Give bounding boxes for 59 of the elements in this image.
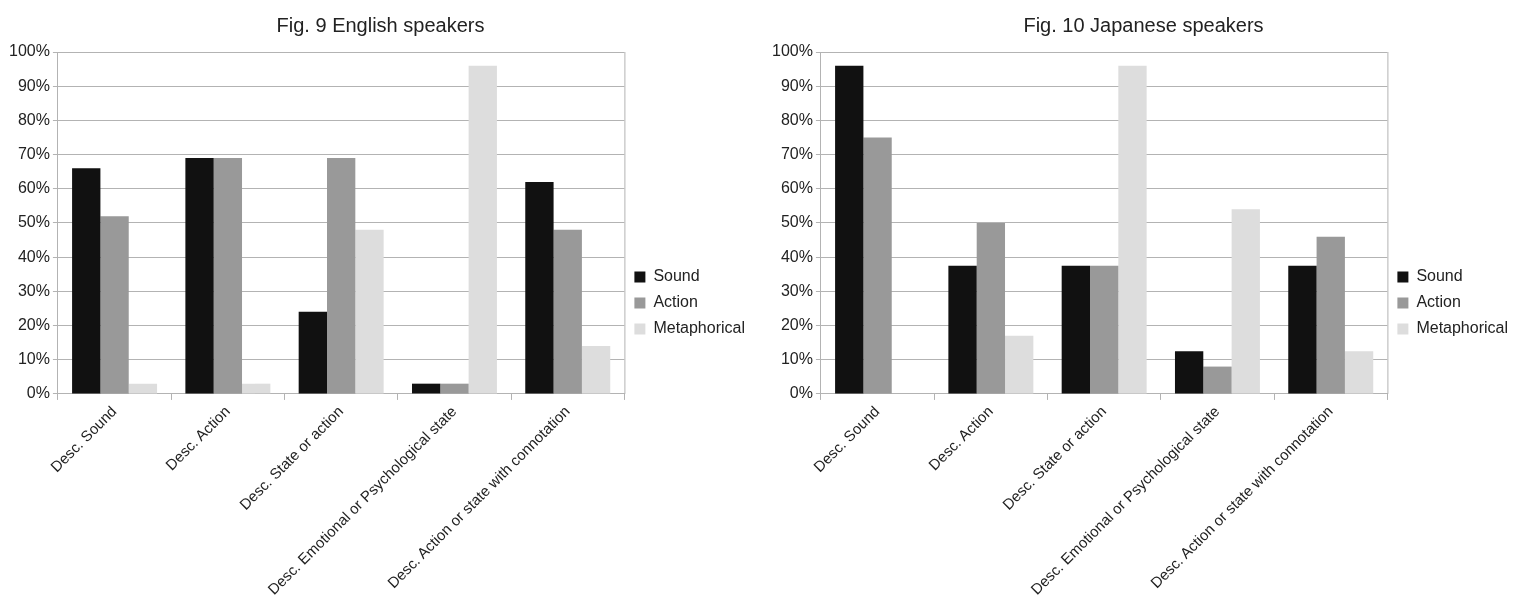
y-tick-label: 90% — [780, 76, 813, 94]
bar — [468, 65, 497, 394]
y-tick-label: 50% — [780, 213, 813, 231]
bar — [1061, 265, 1090, 394]
bar — [1090, 265, 1119, 394]
y-tick-label: 40% — [780, 247, 813, 265]
y-tick-label: 70% — [780, 144, 813, 162]
legend-label: Metaphorical — [1416, 319, 1509, 337]
y-tick-label: 60% — [780, 179, 813, 197]
y-tick-label: 0% — [789, 384, 813, 402]
bar — [128, 383, 158, 394]
y-tick-label: 10% — [17, 350, 50, 368]
bar — [1316, 236, 1345, 394]
bar — [976, 222, 1006, 394]
bar — [525, 181, 554, 394]
bar — [1203, 366, 1232, 394]
bar — [1344, 351, 1374, 394]
y-tick-label: 100% — [772, 42, 813, 60]
y-tick-label: 90% — [17, 76, 50, 94]
bar — [185, 158, 214, 394]
y-tick-label: 50% — [17, 213, 50, 231]
y-tick-label: 20% — [17, 315, 50, 333]
bar — [213, 158, 243, 394]
y-tick-label: 60% — [17, 179, 50, 197]
bar — [948, 265, 977, 394]
y-tick-label: 80% — [780, 110, 813, 128]
chart-title: Fig. 10 Japanese speakers — [1023, 13, 1264, 36]
bar — [1174, 351, 1204, 394]
bar — [355, 229, 384, 394]
bar — [835, 65, 864, 394]
y-tick-label: 0% — [26, 384, 50, 402]
y-tick-label: 70% — [17, 144, 50, 162]
legend-label: Action — [653, 293, 698, 311]
bar — [327, 158, 356, 394]
legend-label: Sound — [1416, 267, 1463, 285]
bar — [440, 383, 469, 394]
y-tick-label: 20% — [780, 315, 813, 333]
y-tick-label: 30% — [17, 281, 50, 299]
bar — [581, 346, 611, 394]
legend-label: Sound — [653, 267, 700, 285]
legend-label: Action — [1416, 293, 1461, 311]
bar — [1118, 65, 1147, 394]
bar — [553, 229, 582, 394]
bar — [298, 311, 327, 394]
y-tick-label: 80% — [17, 110, 50, 128]
bar — [1231, 209, 1260, 394]
bar — [1288, 265, 1317, 394]
y-tick-label: 100% — [9, 42, 50, 60]
bar — [1005, 335, 1034, 394]
bar — [242, 383, 271, 394]
y-tick-label: 10% — [780, 350, 813, 368]
chart-title: Fig. 9 English speakers — [276, 13, 485, 36]
bar — [863, 137, 892, 394]
y-tick-label: 30% — [780, 281, 813, 299]
bar — [411, 383, 441, 394]
y-tick-label: 40% — [17, 247, 50, 265]
bar — [100, 216, 129, 394]
legend-label: Metaphorical — [653, 319, 746, 337]
bar — [72, 168, 101, 394]
